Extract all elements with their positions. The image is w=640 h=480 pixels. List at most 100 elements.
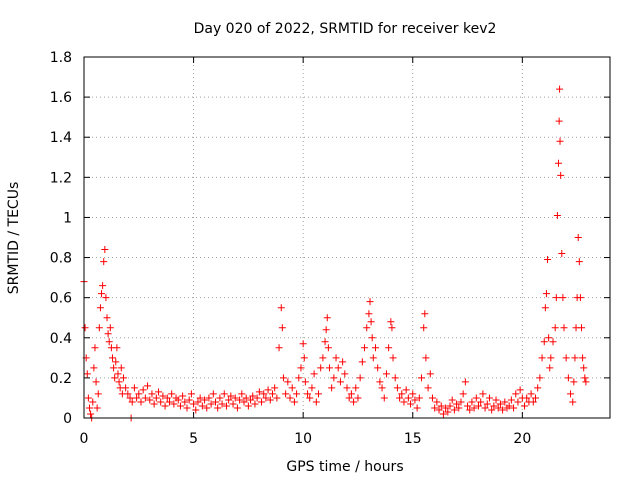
data-point	[363, 324, 371, 332]
data-point	[529, 398, 537, 406]
data-point	[570, 378, 578, 386]
data-point	[421, 310, 429, 318]
data-point	[490, 402, 498, 410]
data-point	[376, 378, 384, 386]
data-point	[308, 384, 316, 392]
data-point	[477, 398, 485, 406]
data-point	[260, 390, 268, 398]
data-point	[516, 386, 524, 394]
data-point	[293, 390, 301, 398]
data-point	[249, 392, 257, 400]
data-point	[382, 370, 390, 378]
data-point	[92, 378, 100, 386]
data-point	[581, 374, 589, 382]
data-point	[155, 388, 163, 396]
data-point	[225, 396, 233, 404]
data-point	[496, 400, 504, 408]
data-point	[233, 404, 241, 412]
data-point	[361, 344, 369, 352]
data-point	[385, 344, 393, 352]
data-point	[433, 398, 441, 406]
data-point	[448, 396, 456, 404]
data-point	[540, 338, 548, 346]
data-point	[205, 394, 213, 402]
data-point	[299, 340, 307, 348]
data-point	[157, 398, 165, 406]
data-point	[141, 394, 149, 402]
data-point	[266, 396, 274, 404]
data-point	[398, 390, 406, 398]
data-point	[163, 394, 171, 402]
data-point	[354, 394, 362, 402]
data-point	[148, 390, 156, 398]
data-point	[453, 400, 461, 408]
data-point	[251, 400, 259, 408]
data-point	[574, 234, 582, 241]
data-point	[227, 392, 235, 400]
data-point	[170, 400, 178, 408]
data-point	[483, 400, 491, 408]
data-point	[194, 398, 202, 406]
data-point	[494, 404, 502, 412]
data-point	[366, 298, 374, 306]
data-point	[446, 402, 454, 410]
data-point	[371, 344, 379, 352]
data-point	[556, 85, 564, 93]
data-point	[152, 394, 160, 402]
data-point	[214, 404, 222, 412]
data-point	[139, 386, 147, 394]
x-tick-label: 20	[513, 431, 531, 447]
data-point	[247, 396, 255, 404]
data-point	[499, 406, 507, 414]
data-point	[356, 374, 364, 382]
data-point	[358, 358, 366, 366]
data-point	[137, 398, 145, 406]
data-point	[98, 290, 106, 298]
data-point	[531, 394, 539, 402]
data-point	[103, 314, 111, 322]
data-point	[187, 390, 195, 398]
data-point	[332, 354, 340, 362]
data-point	[488, 406, 496, 414]
data-point	[324, 344, 332, 352]
data-point	[317, 364, 325, 372]
data-point	[181, 398, 189, 406]
data-point	[562, 354, 570, 362]
data-point	[369, 354, 377, 362]
data-point	[556, 137, 564, 145]
data-point	[96, 304, 104, 312]
data-point	[352, 384, 360, 392]
data-point	[242, 394, 250, 402]
data-point	[402, 386, 410, 394]
data-point	[431, 404, 439, 412]
data-point	[84, 394, 92, 402]
data-point	[557, 171, 565, 179]
data-point	[322, 326, 330, 334]
data-point	[258, 398, 266, 406]
data-point	[126, 394, 134, 402]
data-point	[466, 406, 474, 414]
y-tick-label: 0.8	[50, 251, 72, 267]
data-point	[510, 404, 518, 412]
data-point	[439, 410, 447, 418]
data-point	[411, 396, 419, 404]
data-point	[310, 370, 318, 378]
y-tick-label: 0	[63, 411, 72, 427]
data-point	[569, 398, 577, 406]
plot-frame	[83, 56, 611, 419]
data-point	[130, 384, 138, 392]
data-point	[159, 392, 167, 400]
data-point	[238, 390, 246, 398]
data-point	[262, 394, 270, 402]
data-point	[475, 402, 482, 410]
data-point	[330, 374, 338, 382]
data-point	[286, 394, 294, 402]
data-point	[198, 402, 206, 410]
data-point	[273, 394, 281, 402]
data-point	[444, 408, 452, 416]
data-point	[407, 400, 415, 408]
data-point	[117, 364, 125, 372]
data-point	[174, 396, 182, 404]
data-point	[185, 396, 193, 404]
data-point	[108, 354, 116, 362]
